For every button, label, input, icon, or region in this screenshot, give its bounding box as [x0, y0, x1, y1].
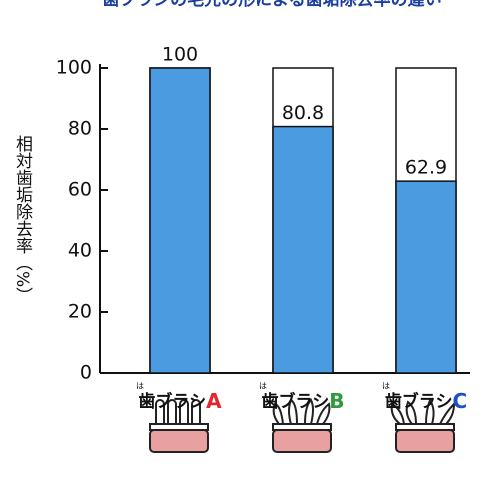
category-letter: A [206, 389, 222, 413]
y-tick-label: 80 [68, 118, 92, 140]
category-prefix: 歯ブラシ [138, 391, 206, 412]
brush-icons [149, 397, 456, 453]
y-tick-label: 20 [68, 301, 92, 323]
category-letter: B [329, 389, 344, 413]
brush-c [390, 397, 456, 453]
value-label: 62.9 [405, 157, 447, 179]
category-prefix: 歯ブラシ [385, 391, 453, 412]
bar [149, 67, 211, 374]
ruby: は [382, 382, 390, 391]
y-tick-label: 0 [80, 362, 92, 384]
x-tick-label: 歯ブラシA [138, 389, 222, 413]
chart-title: 歯ブラシの毛先の形による歯垢除去率の違い [102, 0, 441, 10]
bar [272, 125, 334, 374]
bar [395, 180, 457, 374]
value-label: 80.8 [282, 102, 324, 124]
y-tick-label: 60 [68, 179, 92, 201]
brush-a [149, 399, 209, 453]
y-tick-label: 100 [56, 57, 92, 79]
x-tick-label: 歯ブラシB [262, 389, 345, 413]
category-letter: C [452, 389, 467, 413]
value-label: 100 [162, 44, 198, 66]
ruby: は [259, 382, 267, 391]
x-tick-label: 歯ブラシC [385, 389, 467, 413]
y-tick-label: 40 [68, 240, 92, 262]
category-prefix: 歯ブラシ [262, 391, 330, 412]
brush-b [272, 398, 332, 453]
y-axis-label: 相対歯垢除去率（%） [12, 135, 33, 304]
ruby: は [136, 382, 144, 391]
